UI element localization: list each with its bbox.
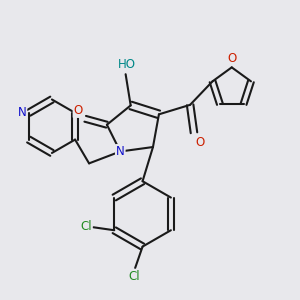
Text: Cl: Cl [129,270,140,283]
Text: N: N [116,145,125,158]
Text: N: N [18,106,26,119]
Text: O: O [195,136,204,149]
Text: O: O [74,104,83,117]
Text: HO: HO [118,58,136,71]
Text: O: O [227,52,236,65]
Text: Cl: Cl [80,220,92,233]
